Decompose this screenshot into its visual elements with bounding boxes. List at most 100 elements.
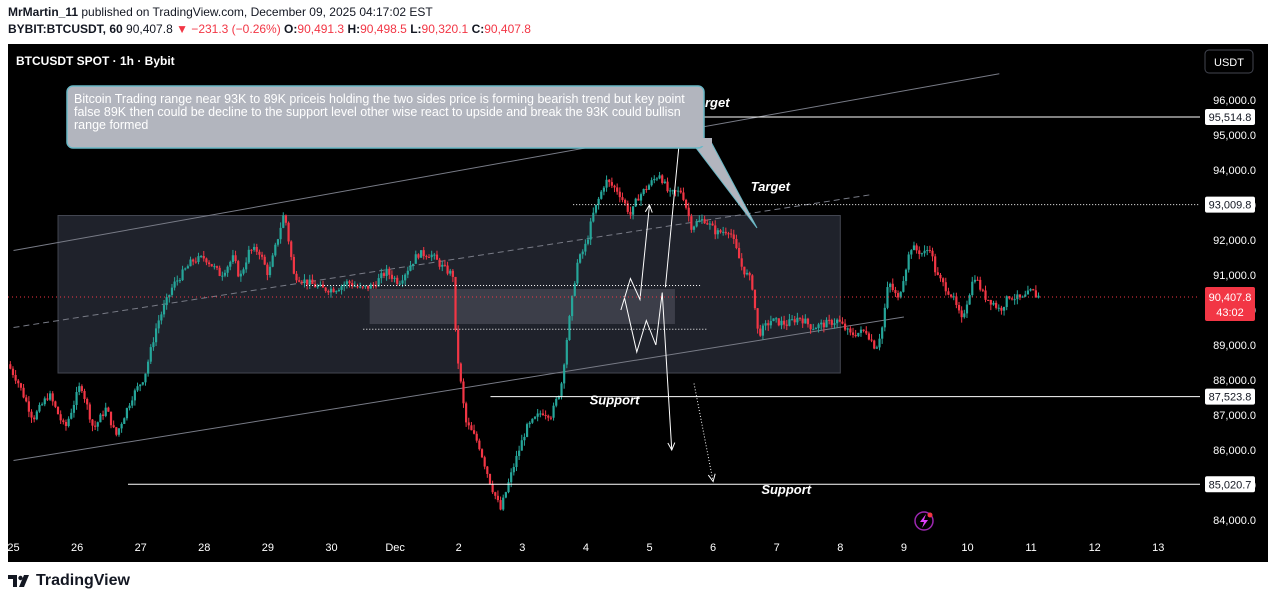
candle-body [578,254,582,263]
candle-body [875,347,878,349]
candle-body [457,329,460,364]
candle-body [91,419,94,426]
tradingview-footer[interactable]: TradingView [8,569,130,593]
candle-body [584,243,587,252]
candle-body [661,175,664,183]
author-name[interactable]: MrMartin_11 [8,5,79,19]
chart-label-support: Support [590,393,640,408]
candle-body [695,221,698,227]
candle-body [427,256,431,258]
candle-body [9,364,12,369]
price-label-box [1205,108,1255,125]
price-label-box [1205,196,1255,213]
candle-body [719,230,722,233]
last-price: 90,407.8 [126,22,173,36]
candle-body [560,383,563,397]
candle-body [131,400,134,406]
candle-body [64,421,68,426]
candle-body [260,254,264,257]
candle-body [730,233,733,235]
candle-body [255,246,258,252]
candle-body [533,416,537,419]
candle-body [971,281,974,296]
candle-body [711,223,714,226]
candle-body [406,270,409,275]
candle-body [828,319,831,321]
candle-body [764,323,767,326]
candle-body [608,179,611,183]
candle-body [311,279,314,285]
candle-body [494,492,497,496]
candle-body [942,278,945,283]
candle-body [510,472,513,483]
candle-body [388,268,391,275]
candle-body [268,266,272,276]
candle-body [409,265,412,271]
candle-body [443,264,447,266]
candle-body [1029,289,1032,291]
candle-body [650,180,653,186]
candle-body [915,245,918,251]
candle-body [123,418,126,424]
candle-body [873,340,876,349]
currency-button[interactable]: USDT [1204,49,1254,74]
candle-body [995,302,998,308]
x-tick-label: 6 [710,542,716,554]
candle-body [335,291,338,293]
candle-body [213,266,216,268]
candle-body [353,286,356,288]
y-tick-label: 91,000.0 [1213,270,1256,282]
price-label-box [1205,388,1255,405]
candle-body [616,187,619,192]
price-label: 87,523.8 [1209,392,1252,404]
candle-body [480,449,484,458]
candle-body [398,283,401,285]
candle-body [936,272,939,275]
candle-body [618,191,621,198]
candle-body [295,273,298,281]
candle-body [931,250,934,257]
candle-body [1013,299,1016,301]
candle-body [239,273,242,277]
candle-body [865,330,868,334]
y-tick-label: 84,000.0 [1213,515,1256,527]
candle-body [382,273,386,276]
candle-body [104,407,107,416]
candle-body [798,317,802,319]
candle-body [965,304,969,314]
candle-body [136,386,139,391]
candle-body [337,289,341,292]
annotation-text: Bitcoin Trading range near 93K to 89K pr… [74,93,685,132]
candle-body [703,219,706,224]
candle-body [404,274,407,281]
candle-body [862,329,865,331]
candle-body [923,250,926,254]
candle-body [804,318,807,324]
candle-body [451,270,454,277]
y-tick-label: 89,000.0 [1213,340,1256,352]
candle-body [857,332,860,337]
candle-body [1032,289,1035,291]
candle-body [706,223,709,225]
candle-body [645,189,648,191]
candle-body [438,259,441,267]
candle-body [928,250,931,252]
candle-body [769,321,772,326]
candle-body [162,305,166,315]
candle-body [735,238,738,248]
lightning-icon[interactable] [914,511,934,531]
candle-body [168,294,171,298]
candle-body [732,234,735,239]
annotation-callout[interactable]: Bitcoin Trading range near 93K to 89K pr… [66,85,758,229]
candle-body [555,398,558,406]
candle-body [573,283,576,296]
candle-body [287,222,290,242]
candle-body [812,329,815,331]
candle-body [1026,290,1030,295]
candle-body [841,321,844,324]
candle-body [955,296,958,305]
candle-body [329,288,333,293]
candle-body [822,322,825,328]
candle-body [690,216,693,230]
